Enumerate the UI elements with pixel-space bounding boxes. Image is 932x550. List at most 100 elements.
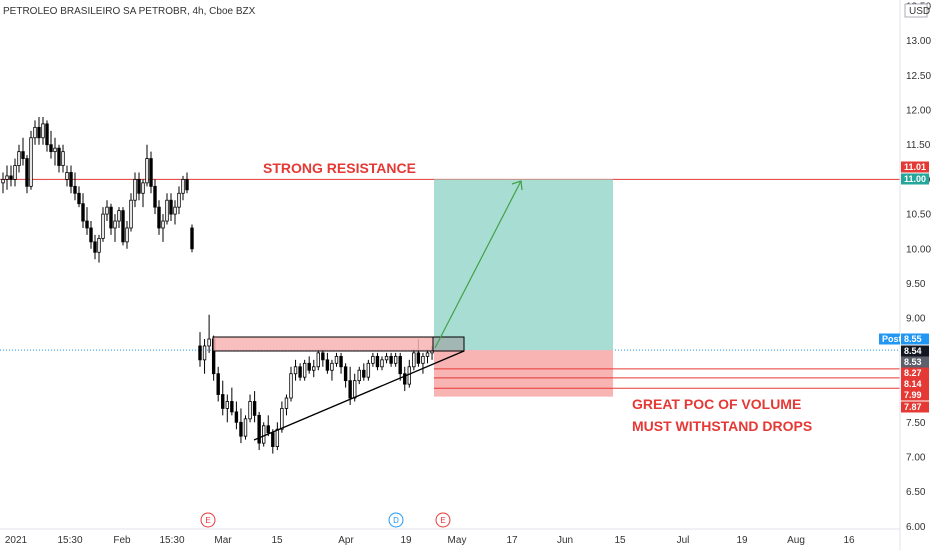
candle-body [371, 355, 375, 364]
candle-body [177, 192, 181, 208]
candle-body [261, 425, 266, 444]
candle-body [165, 199, 169, 222]
x-tick-label: Feb [113, 535, 131, 546]
price-labels: 11.01 11.00 Post 8.55 8.548.538.278.147.99 7.… [879, 161, 929, 413]
y-tick-label: 7.00 [906, 453, 926, 464]
candle-body [230, 401, 234, 413]
candle-body [190, 227, 194, 250]
candle-body [198, 345, 202, 361]
candle-body [1, 178, 5, 184]
y-tick-label: 13.00 [906, 36, 931, 47]
candle-body [307, 362, 311, 371]
price-label-bg [901, 345, 929, 357]
x-tick-label: 15 [614, 535, 626, 546]
event-marker-circle[interactable] [388, 512, 404, 528]
candle-body [339, 355, 343, 368]
candle-body [293, 366, 298, 375]
candle-body [93, 241, 97, 253]
candle-body [49, 144, 53, 153]
currency-badge[interactable] [904, 3, 928, 18]
symbol-title: PETROLEO BRASILEIRO SA PETROBR, 4h, Cboe… [3, 6, 256, 17]
candle-body [173, 206, 177, 215]
candle-body [362, 369, 366, 378]
candle-body [5, 175, 9, 180]
stop-zone [434, 350, 613, 397]
price-label-text: 8.54 [904, 346, 922, 356]
candle-body [202, 345, 207, 361]
candle-body [153, 185, 157, 208]
candle-body [25, 158, 29, 187]
candle-body [17, 151, 21, 166]
x-tick-label: 17 [506, 535, 518, 546]
candle-body [207, 338, 211, 347]
candle-body [348, 380, 352, 399]
candle-body [216, 373, 220, 395]
candle-body [53, 147, 57, 153]
poc-label-line1: GREAT POC OF VOLUME [632, 396, 801, 412]
candle-body [393, 355, 398, 364]
x-tick-label: 15:30 [159, 535, 184, 546]
candle-body [13, 165, 17, 180]
candle-body [289, 373, 293, 399]
x-tick-label: May [448, 535, 467, 546]
event-marker-label: D [393, 516, 399, 525]
candle-body [243, 418, 248, 437]
y-tick-label: 9.50 [906, 279, 926, 290]
y-tick-label: 6.00 [906, 522, 926, 533]
candle-body [280, 408, 284, 430]
price-axis[interactable]: 13.5013.0012.5012.0011.5011.0010.5010.00… [899, 0, 931, 550]
y-tick-label: 6.50 [906, 487, 926, 498]
price-label-text: 11.00 [904, 174, 926, 184]
candle-body [69, 172, 73, 187]
candle-body [321, 352, 325, 361]
candle-body [169, 199, 173, 215]
entry-box [432, 336, 465, 352]
candle-body [343, 366, 348, 382]
x-tick-label: 15 [271, 535, 283, 546]
x-tick-label: Mar [214, 535, 232, 546]
poc-label-line2: MUST WITHSTAND DROPS [632, 418, 812, 434]
strong-resistance-label: STRONG RESISTANCE [263, 160, 416, 176]
candle-body [252, 401, 257, 416]
candle-body [109, 206, 113, 229]
candle-body [271, 432, 275, 447]
price-label-bg [901, 173, 929, 185]
consolidation-box [212, 336, 434, 352]
y-tick-label: 7.50 [906, 418, 926, 429]
price-label-bg [901, 367, 929, 379]
price-label-text: 8.55 [904, 334, 922, 344]
candle-body [403, 373, 407, 385]
candle-body [161, 220, 165, 229]
candle-body [416, 352, 421, 364]
candle-body [298, 366, 302, 378]
price-label-bg [879, 333, 900, 345]
x-tick-label: Jun [557, 535, 573, 546]
x-tick-label: 19 [736, 535, 748, 546]
candle-body [81, 203, 85, 222]
candle-body [97, 237, 101, 253]
candle-body [149, 158, 153, 187]
x-tick-label: 2021 [5, 535, 28, 546]
candle-body [248, 401, 252, 420]
time-axis[interactable]: 2021 15:30 Feb 15:30 Mar 15 Apr 19 May 17 Jun 15 Jul… [5, 535, 855, 546]
x-tick-label: Apr [338, 535, 354, 546]
price-label-text: 8.14 [904, 379, 922, 389]
candle-body [121, 210, 125, 243]
candle-body [141, 182, 145, 194]
x-tick-label: 19 [400, 535, 412, 546]
y-tick-label: 11.50 [906, 140, 931, 151]
candle-body [375, 355, 380, 368]
x-tick-label: 16 [843, 535, 855, 546]
candle-body [157, 206, 161, 229]
candle-body [65, 172, 69, 180]
price-label-text: Post [882, 334, 902, 344]
ascending-trendline [253, 350, 465, 441]
event-marker-circle[interactable] [200, 512, 216, 528]
x-tick-label: Aug [787, 535, 805, 546]
event-marker-circle[interactable] [435, 512, 451, 528]
candle-body [389, 355, 393, 364]
candle-body [45, 123, 49, 146]
x-tick-label: 15:30 [57, 535, 82, 546]
